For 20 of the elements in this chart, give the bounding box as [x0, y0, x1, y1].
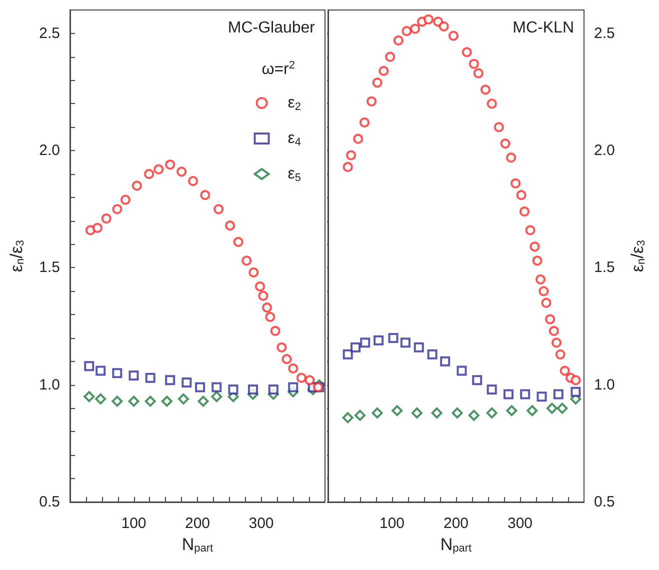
x-tick-label: 200 [443, 515, 469, 532]
y2-tick-label: 2.0 [594, 142, 615, 160]
y2-tick-label: 1.0 [594, 376, 615, 394]
x-tick-label: 100 [121, 515, 146, 532]
x-tick-label: 200 [184, 515, 210, 532]
annotation: MC-Glauber [228, 20, 316, 36]
y2-tick-label: 1.5 [594, 259, 615, 276]
annotation: MC-KLN [512, 20, 574, 36]
x-tick-label: 300 [507, 515, 533, 532]
y-tick-label: 0.5 [39, 494, 60, 510]
y2-tick-label: 0.5 [594, 494, 615, 510]
y-tick-label: 2.0 [39, 142, 60, 160]
y2-tick-label: 2.5 [594, 24, 615, 42]
x-tick-label: 100 [379, 515, 405, 532]
y-tick-label: 1.0 [39, 376, 60, 394]
y-tick-label: 2.5 [39, 24, 60, 42]
y2-axis-title: εn/ε3 [628, 240, 648, 272]
y-tick-label: 1.5 [39, 259, 60, 276]
y-axis-title: εn/ε3 [7, 240, 26, 272]
x-tick-label: 300 [248, 515, 274, 532]
